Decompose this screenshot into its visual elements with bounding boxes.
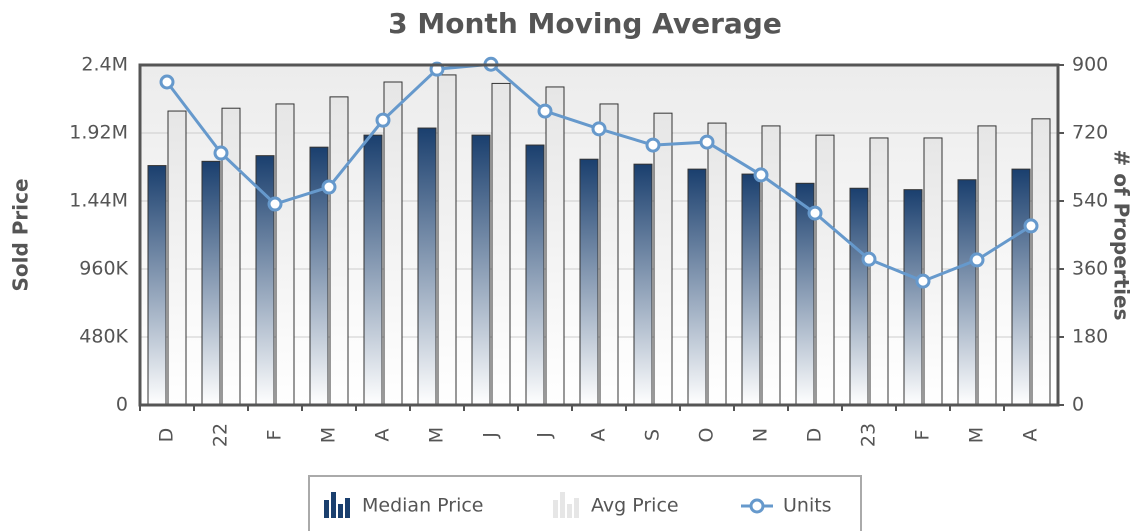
bar (383, 81, 403, 406)
y2-tick-label: 900 (1072, 54, 1108, 76)
x-tick-label: A (372, 429, 394, 442)
legend-icon (324, 492, 350, 518)
bar (471, 134, 491, 406)
bar (653, 112, 673, 406)
x-tick-label: M (318, 427, 340, 443)
bar (417, 127, 437, 406)
point (159, 74, 175, 90)
x-tick-label: J (534, 432, 556, 439)
point (1023, 218, 1039, 234)
legend-box (308, 475, 862, 531)
point (969, 252, 985, 268)
x-tick-label: J (480, 432, 502, 439)
x-tick-label: F (264, 430, 286, 441)
plot-border (138, 63, 1060, 407)
y-tick-label: 0 (116, 394, 128, 416)
bar (491, 82, 511, 406)
y2-axis-title: # of Properties (1110, 149, 1134, 320)
x-tick-label: D (156, 428, 178, 443)
x-tick-label: 23 (858, 423, 880, 447)
y-tick-label: 2.4M (81, 54, 128, 76)
bar (707, 122, 727, 406)
point (537, 103, 553, 119)
bar (579, 158, 599, 406)
x-tick-label: N (750, 428, 772, 442)
point (753, 167, 769, 183)
point (645, 137, 661, 153)
x-tick-label: A (588, 429, 610, 442)
bar (1011, 168, 1031, 406)
x-tick-label: D (804, 428, 826, 443)
bar (545, 86, 565, 406)
legend: Median Price Avg Price Units (308, 475, 862, 531)
y2-tick-label: 720 (1072, 122, 1108, 144)
x-tick-label: A (1020, 429, 1042, 442)
point (807, 205, 823, 221)
y2-tick-label: 180 (1072, 326, 1108, 348)
bar (923, 137, 943, 406)
bar (599, 103, 619, 406)
bar (869, 137, 889, 406)
point (861, 251, 877, 267)
bar (275, 103, 295, 406)
chart-title: 3 Month Moving Average (388, 7, 782, 40)
bar (525, 144, 545, 406)
point (267, 196, 283, 212)
legend-label: Avg Price (591, 495, 679, 517)
bar (741, 173, 761, 406)
legend-label: Units (783, 495, 832, 517)
y-tick-label: 480K (79, 326, 128, 348)
bar (957, 179, 977, 406)
plot (140, 56, 1058, 406)
x-tick-label: F (912, 430, 934, 441)
x-tick-label: M (966, 427, 988, 443)
x-tick-label: 22 (210, 423, 232, 447)
y-tick-label: 960K (79, 258, 128, 280)
bar (849, 187, 869, 406)
y-axis-title: Sold Price (9, 178, 33, 291)
y-tick-label: 1.44M (69, 190, 128, 212)
bar (761, 125, 781, 406)
bar (147, 165, 167, 406)
bar (201, 160, 221, 406)
bar (167, 110, 187, 406)
point (321, 179, 337, 195)
bar (687, 168, 707, 406)
x-tick-label: S (642, 429, 664, 441)
bar (329, 96, 349, 406)
legend-icon (553, 492, 579, 518)
point (699, 134, 715, 150)
bar (1031, 118, 1051, 406)
x-tick-label: M (426, 427, 448, 443)
legend-label: Median Price (362, 495, 484, 517)
point (915, 273, 931, 289)
point (591, 121, 607, 137)
bar (903, 189, 923, 406)
y2-tick-label: 540 (1072, 190, 1108, 212)
y2-tick-label: 360 (1072, 258, 1108, 280)
bar (815, 134, 835, 406)
y-tick-label: 1.92M (69, 122, 128, 144)
y2-tick-label: 0 (1072, 394, 1084, 416)
bar (633, 163, 653, 406)
point (375, 112, 391, 128)
bar (437, 74, 457, 406)
bar (363, 134, 383, 406)
point (213, 145, 229, 161)
x-tick-label: O (696, 428, 718, 443)
legend-icon (741, 498, 773, 514)
